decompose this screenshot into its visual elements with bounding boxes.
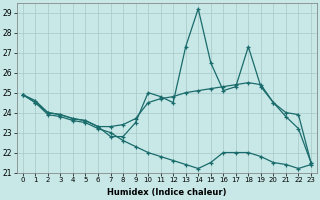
X-axis label: Humidex (Indice chaleur): Humidex (Indice chaleur)	[107, 188, 227, 197]
